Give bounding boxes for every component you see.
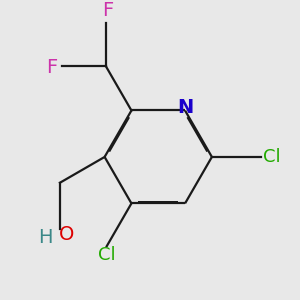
Text: H: H	[38, 228, 53, 247]
Text: Cl: Cl	[263, 148, 280, 166]
Text: Cl: Cl	[98, 245, 116, 263]
Text: F: F	[102, 1, 113, 20]
Text: N: N	[177, 98, 193, 117]
Text: O: O	[58, 225, 74, 244]
Text: F: F	[46, 58, 58, 77]
